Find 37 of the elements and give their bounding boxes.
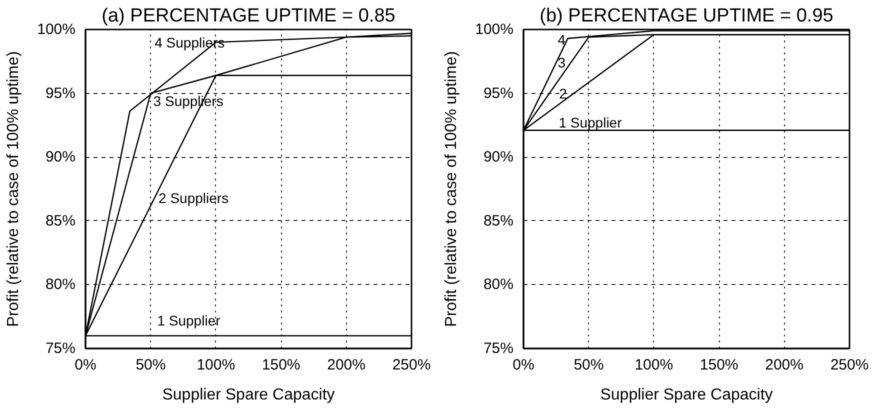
y-tick-label: 90% [45,148,76,166]
x-tick-label: 250% [392,356,431,374]
x-tick-label: 0% [512,356,534,374]
series-label: 1 Supplier [558,114,622,131]
series-label: 1 Supplier [157,312,221,328]
y-tick-label: 100% [37,21,76,38]
x-tick-label: 200% [327,356,366,374]
series-label: 2 Suppliers [158,190,229,206]
x-tick-label: 150% [262,356,300,374]
x-tick-label: 200% [765,356,804,374]
x-tick-label: 50% [136,356,166,374]
x-tick-label: 100% [634,356,674,374]
chart-title: (b) PERCENTAGE UPTIME = 0.95 [540,6,834,26]
x-tick-label: 0% [74,356,96,374]
y-tick-label: 85% [45,212,76,230]
y-axis-title: Profit (relative to case of 100% uptime) [443,51,460,327]
y-tick-label: 90% [483,148,514,166]
x-tick-label: 250% [830,356,869,374]
series-label: 2 [559,85,568,102]
x-tick-label: 100% [196,356,236,374]
y-tick-label: 75% [45,340,76,357]
series-label: 3 [558,54,566,71]
x-tick-label: 50% [574,356,604,374]
chart-title: (a) PERCENTAGE UPTIME = 0.85 [102,6,396,26]
series-label: 4 [558,32,566,48]
y-tick-label: 75% [483,340,514,357]
series-label: 4 Suppliers [154,34,225,50]
y-tick-label: 80% [483,276,514,294]
y-tick-label: 95% [45,84,76,102]
y-tick-label: 85% [483,212,514,230]
y-tick-label: 80% [45,276,76,294]
y-tick-label: 100% [475,21,514,38]
x-axis-title: Supplier Spare Capacity [162,386,335,404]
y-tick-label: 95% [483,84,514,102]
x-axis-title: Supplier Spare Capacity [600,386,773,404]
y-axis-title: Profit (relative to case of 100% uptime) [5,51,22,327]
x-tick-label: 150% [700,356,738,374]
